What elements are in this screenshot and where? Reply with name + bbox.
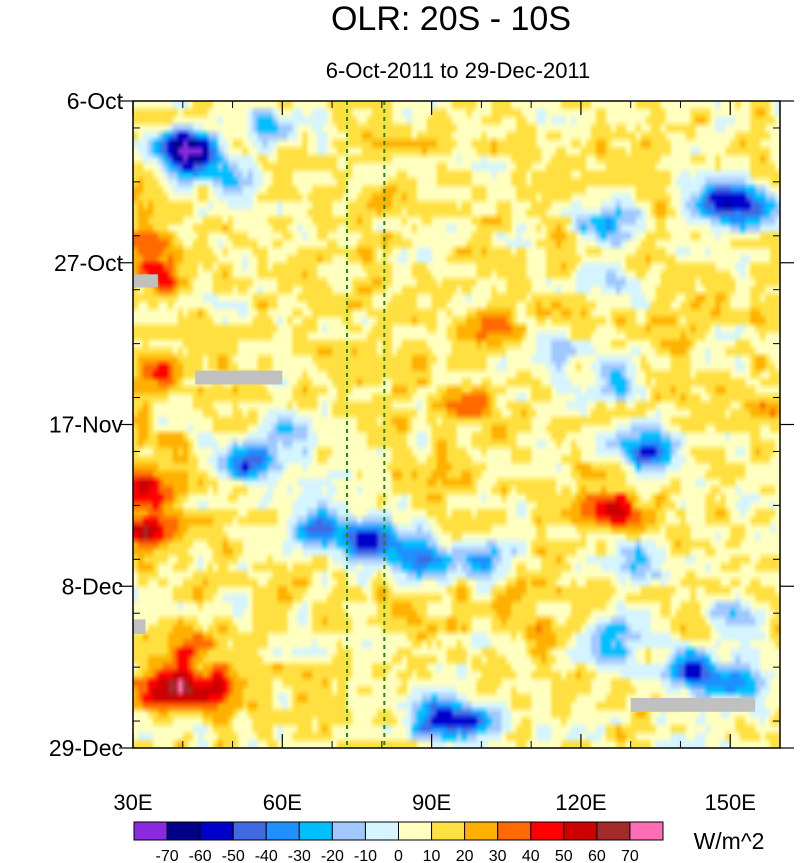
missing-data-patch (630, 697, 756, 712)
colorbar-label: -50 (222, 848, 245, 863)
x-tick-label: 30E (113, 790, 152, 815)
y-tick-label: 29-Dec (49, 735, 123, 761)
missing-data-patch (133, 619, 146, 635)
x-tick-label: 60E (263, 790, 302, 815)
x-tick-label: 150E (705, 790, 756, 815)
colorbar-swatch (596, 821, 631, 841)
missing-data-patch (195, 370, 283, 385)
plot-area (132, 100, 781, 749)
colorbar-label: 60 (588, 848, 606, 863)
colorbar-swatch (431, 821, 466, 841)
colorbar-label: -20 (321, 848, 344, 863)
colorbar-label: 70 (621, 848, 639, 863)
colorbar-swatch (133, 821, 168, 841)
y-tick-label: 6-Oct (67, 88, 124, 114)
colorbar-swatch (497, 821, 532, 841)
heatmap-field (133, 101, 780, 748)
colorbar-label: -70 (156, 848, 179, 863)
x-tick-label: 90E (412, 790, 451, 815)
colorbar-swatch (398, 821, 433, 841)
colorbar-swatch (298, 821, 333, 841)
colorbar-label: 10 (423, 848, 441, 863)
colorbar-label: 30 (489, 848, 507, 863)
missing-data-patch (133, 274, 158, 288)
colorbar-label: 0 (394, 848, 403, 863)
colorbar: -70 -60 -50 -40 -30 -20 -10 0 10 20 30 40 50 60 70 (133, 821, 664, 863)
y-tick-label: 17-Nov (49, 412, 124, 438)
colorbar-swatch (199, 821, 234, 841)
colorbar-swatch (464, 821, 499, 841)
colorbar-swatch (166, 821, 201, 841)
y-tick-label: 27-Oct (54, 250, 124, 276)
missing-data-layer (133, 274, 756, 712)
colorbar-label: -10 (354, 848, 377, 863)
y-tick-label: 8-Dec (62, 573, 123, 599)
colorbar-label: -30 (288, 848, 311, 863)
colorbar-swatch (530, 821, 565, 841)
colorbar-swatch (629, 821, 664, 841)
colorbar-label: -40 (255, 848, 278, 863)
colorbar-swatch (331, 821, 366, 841)
colorbar-label: 20 (456, 848, 474, 863)
x-tick-label: 120E (555, 790, 606, 815)
reference-lines (346, 101, 386, 748)
x-axis: 30E 60E 90E 120E 150E (113, 101, 756, 815)
y-axis: 6-Oct 27-Oct 17-Nov 8-Dec 29-Dec (49, 88, 794, 761)
colorbar-label: 40 (522, 848, 540, 863)
colorbar-swatch (563, 821, 598, 841)
colorbar-swatch (364, 821, 399, 841)
colorbar-swatch (265, 821, 300, 841)
chart-title: OLR: 20S - 10S (331, 0, 571, 38)
colorbar-swatch (232, 821, 267, 841)
chart-subtitle: 6-Oct-2011 to 29-Dec-2011 (326, 58, 591, 83)
colorbar-label: 50 (555, 848, 573, 863)
units-label: W/m^2 (694, 828, 765, 854)
colorbar-label: -60 (189, 848, 212, 863)
